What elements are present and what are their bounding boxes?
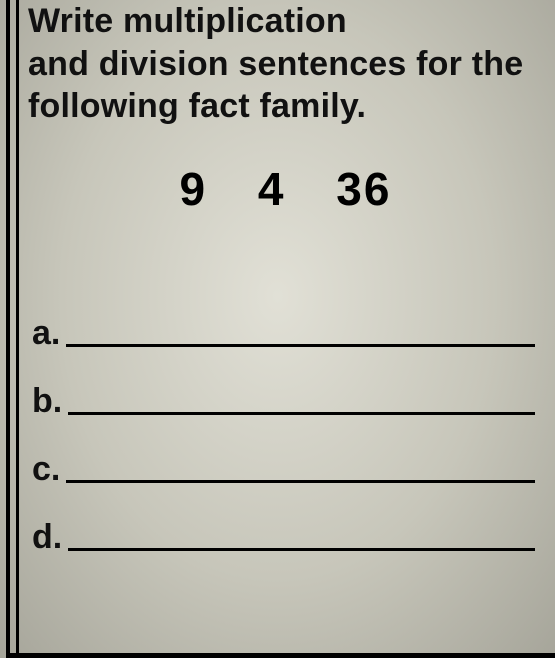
answer-line-b[interactable] [68,412,535,415]
answer-row-c: c. [32,452,535,486]
fact-number-1: 9 [180,162,208,216]
answer-line-a[interactable] [66,344,535,347]
fact-number-2: 4 [258,162,286,216]
left-inner-rule [16,0,19,658]
answer-row-d: d. [32,520,535,554]
answer-row-b: b. [32,384,535,418]
fact-family-numbers: 9 4 36 [28,162,543,216]
instruction-line-3: following fact family. [28,85,543,128]
answer-section: a. b. c. d. [28,316,543,554]
answer-line-c[interactable] [66,480,535,483]
fact-number-3: 36 [336,162,391,216]
answer-label-b: b. [32,384,62,418]
answer-label-d: d. [32,520,62,554]
answer-row-a: a. [32,316,535,350]
answer-label-c: c. [32,452,60,486]
answer-label-a: a. [32,316,60,350]
instruction-text: Write multiplication and division senten… [28,0,543,128]
bottom-rule [6,653,555,658]
instruction-line-2: and division sentences for the [28,43,543,86]
left-outer-rule [6,0,10,658]
worksheet-content: Write multiplication and division senten… [28,0,543,554]
answer-line-d[interactable] [68,548,535,551]
instruction-line-1: Write multiplication [28,0,543,43]
